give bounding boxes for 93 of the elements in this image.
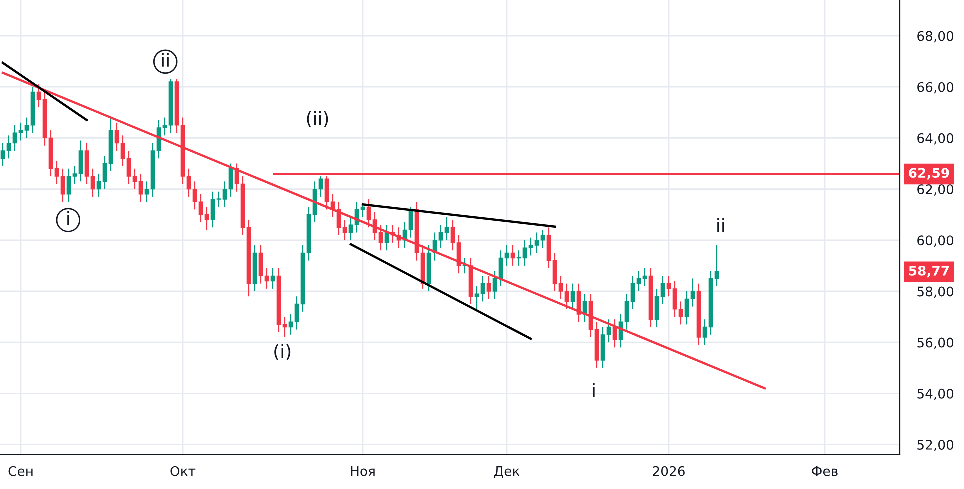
candlestick [36, 84, 42, 108]
candlestick [216, 191, 222, 208]
candlestick [78, 140, 84, 182]
candlestick [558, 276, 564, 300]
ref-line-label: 62,59 [909, 168, 950, 180]
y-tick-label: 54,00 [918, 388, 954, 400]
y-tick-label: 64,00 [918, 133, 954, 145]
candlestick [162, 117, 168, 136]
y-tick-label: 68,00 [918, 31, 954, 43]
candlestick [228, 163, 234, 198]
x-tick-label: Фев [812, 466, 838, 476]
y-tick-label: 62,00 [918, 184, 954, 196]
annotation: (ii) [307, 111, 328, 128]
candlestick [378, 224, 384, 252]
candlestick [654, 288, 660, 328]
candlestick [636, 270, 642, 292]
annotation: ii [718, 218, 724, 232]
candlestick [6, 135, 12, 160]
candlestick [0, 142, 6, 167]
candlestick [564, 283, 570, 310]
candlestick [66, 168, 72, 203]
y-tick-label: 66,00 [918, 82, 954, 94]
annotation: (i) [274, 344, 291, 360]
candlestick [186, 168, 192, 198]
candlestick [510, 244, 516, 267]
x-tick-label: 2026 [653, 466, 685, 476]
candlestick [534, 232, 540, 254]
candlestick [264, 268, 270, 290]
candlestick [192, 181, 198, 210]
annotation: ii [162, 53, 169, 67]
candlestick [438, 224, 444, 249]
candlestick [444, 216, 450, 241]
candlestick [660, 276, 666, 305]
candlestick [222, 181, 228, 208]
y-tick-label: 58,00 [918, 286, 954, 298]
annotation: i [593, 383, 595, 398]
candlestick [672, 280, 678, 318]
y-tick-label: 56,00 [918, 338, 954, 350]
candlestick [342, 219, 348, 241]
annotation: i [68, 211, 70, 226]
candlestick [702, 319, 708, 346]
candlestick [684, 290, 690, 326]
candlestick [714, 244, 720, 287]
candlestick [294, 296, 300, 330]
candlestick [60, 168, 66, 203]
candlestick [474, 286, 480, 310]
candlestick [12, 124, 18, 152]
candlestick [96, 173, 102, 198]
candlestick [132, 168, 138, 190]
candlestick [492, 270, 498, 300]
candlestick [18, 122, 24, 142]
candlestick [288, 314, 294, 336]
candlestick [678, 301, 684, 326]
candlestick [606, 319, 612, 344]
candlestick [480, 276, 486, 302]
candlestick [540, 230, 546, 249]
candlestick [612, 319, 618, 348]
x-tick-label: Окт [170, 466, 196, 476]
candlestick [90, 168, 96, 198]
candlestick [450, 219, 456, 252]
candlestick [348, 216, 354, 241]
y-tick-label: 52,00 [918, 440, 954, 452]
candlestick [522, 240, 528, 267]
candlestick [72, 166, 78, 185]
x-tick-label: Дек [494, 466, 520, 478]
candlestick [144, 181, 150, 203]
candlestick [138, 173, 144, 203]
candlestick [504, 244, 510, 267]
candlestick [570, 283, 576, 310]
candlestick [24, 117, 30, 139]
candlestick [624, 293, 630, 330]
candlestick [666, 276, 672, 298]
candlestick [114, 122, 120, 152]
candlestick [630, 276, 636, 310]
y-tick-label: 60,00 [918, 236, 954, 247]
candlestick [54, 160, 60, 185]
candlestick [120, 135, 126, 167]
candlestick [126, 150, 132, 185]
x-tick-label: Ноя [351, 466, 375, 476]
candlestick [366, 198, 372, 228]
candlestick [552, 252, 558, 292]
candlestick [318, 176, 324, 198]
candlestick [102, 156, 108, 190]
candlestick [258, 244, 264, 284]
candlestick [204, 206, 210, 231]
candlestick [210, 191, 216, 228]
candlestick [198, 194, 204, 224]
candlestick [528, 237, 534, 256]
x-tick-label: Сен [8, 466, 33, 476]
candlestick [270, 268, 276, 290]
text: 58,77 [909, 266, 950, 278]
candlestick [486, 276, 492, 300]
candlestick [690, 278, 696, 308]
